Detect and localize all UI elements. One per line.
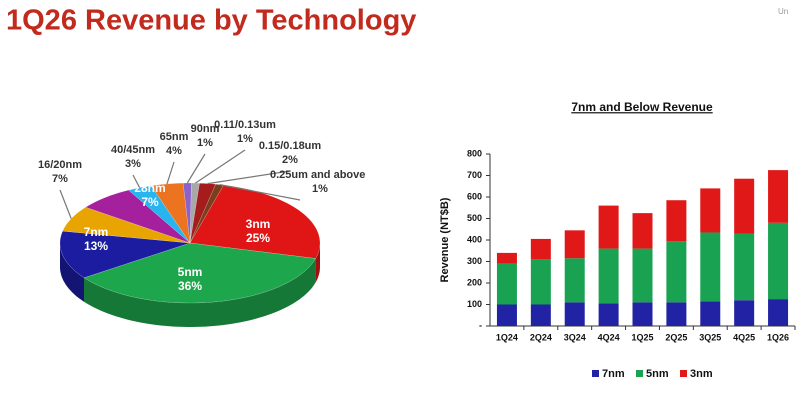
pie-slice: [59, 230, 191, 279]
pie-slice: [150, 182, 191, 244]
y-tick-label: 200: [467, 277, 482, 287]
legend-swatch: [680, 370, 687, 377]
bar-segment: [598, 205, 619, 249]
slice-value-label: 7%: [52, 173, 68, 185]
bar-segment: [530, 259, 551, 305]
bar-segment: [530, 238, 551, 260]
leader-line: [59, 189, 72, 219]
x-tick-label: 4Q25: [733, 332, 755, 342]
y-tick-label: 600: [467, 191, 482, 201]
slide-note: Un: [778, 7, 788, 16]
bar-segment: [496, 252, 517, 264]
legend-label: 7nm: [602, 368, 625, 380]
slice-label: 40/45nm: [111, 144, 155, 156]
slice-value-label: 1%: [237, 133, 253, 145]
bar-segment: [564, 258, 585, 303]
legend-label: 3nm: [690, 368, 713, 380]
slide-title: 1Q26 Revenue by Technology: [6, 5, 416, 37]
y-tick-label: 300: [467, 256, 482, 266]
slice-label: 5nm: [178, 265, 203, 279]
pie-side: [60, 243, 84, 302]
bar-segment: [632, 248, 653, 303]
slice-value-label: 25%: [246, 231, 270, 245]
x-tick-label: 1Q26: [767, 332, 789, 342]
slice-value-label: 13%: [84, 239, 108, 253]
legend-swatch: [592, 370, 599, 377]
bar-segment: [734, 233, 755, 301]
y-tick-label: 500: [467, 213, 482, 223]
bar-segment: [734, 178, 755, 234]
pie-slice: [83, 242, 317, 304]
bar-segment: [768, 170, 789, 223]
x-tick-label: 2Q24: [530, 332, 552, 342]
pie-slice: [84, 189, 191, 244]
slice-value-label: 36%: [178, 279, 202, 293]
slice-value-label: 1%: [197, 137, 213, 149]
slice-label: 7nm: [84, 225, 109, 239]
bar-segment: [632, 302, 653, 326]
x-tick-label: 3Q25: [699, 332, 721, 342]
bar-segment: [768, 299, 789, 326]
slice-value-label: 3%: [125, 158, 141, 170]
y-axis-label: Revenue (NT$B): [439, 197, 451, 282]
bar-segment: [530, 304, 551, 326]
leader-line: [132, 174, 141, 188]
slice-label: 65nm: [160, 131, 189, 143]
leader-line: [186, 153, 206, 184]
slice-label: 16/20nm: [38, 159, 82, 171]
y-tick-label: 700: [467, 170, 482, 180]
x-tick-label: 1Q24: [496, 332, 518, 342]
bar-segment: [564, 230, 585, 259]
bar-segment: [666, 200, 687, 242]
bar-segment: [700, 301, 721, 326]
slice-value-label: 1%: [312, 183, 328, 195]
y-tick-label: -: [479, 320, 482, 330]
bar-segment: [666, 302, 687, 326]
pie-slice: [128, 185, 191, 244]
slice-label: 0.15/0.18um: [259, 140, 322, 152]
bar-segment: [768, 222, 789, 300]
bar-segment: [598, 303, 619, 326]
slice-value-label: 7%: [141, 195, 159, 209]
bar-segment: [598, 248, 619, 304]
slice-label: 0.11/0.13um: [214, 119, 276, 131]
bar-segment: [564, 302, 585, 326]
leader-line: [207, 170, 291, 185]
bar-segment: [666, 241, 687, 303]
slice-label: 0.25um and above: [270, 169, 365, 181]
legend-swatch: [636, 370, 643, 377]
x-tick-label: 1Q25: [631, 332, 653, 342]
leader-line: [195, 149, 246, 184]
slice-value-label: 2%: [282, 154, 298, 166]
legend-label: 5nm: [646, 368, 669, 380]
pie-side: [84, 258, 316, 327]
y-tick-label: 100: [467, 299, 482, 309]
slice-label: 3nm: [246, 217, 271, 231]
y-tick-label: 800: [467, 148, 482, 158]
x-tick-label: 4Q24: [598, 332, 620, 342]
bar-segment: [700, 232, 721, 302]
leader-line: [219, 184, 301, 201]
bar-segment: [496, 263, 517, 305]
bar-segment: [700, 188, 721, 233]
slice-label: 28nm: [134, 181, 165, 195]
bar-segment: [496, 304, 517, 326]
slice-value-label: 4%: [166, 145, 182, 157]
bar-segment: [632, 213, 653, 249]
x-tick-label: 3Q24: [564, 332, 586, 342]
bar-segment: [734, 300, 755, 326]
pie-side: [315, 243, 320, 283]
slice-label: 90nm: [191, 123, 220, 135]
x-tick-label: 2Q25: [665, 332, 687, 342]
leader-line: [166, 161, 175, 185]
y-tick-label: 400: [467, 234, 482, 244]
bar-chart-title: 7nm and Below Revenue: [571, 100, 713, 114]
